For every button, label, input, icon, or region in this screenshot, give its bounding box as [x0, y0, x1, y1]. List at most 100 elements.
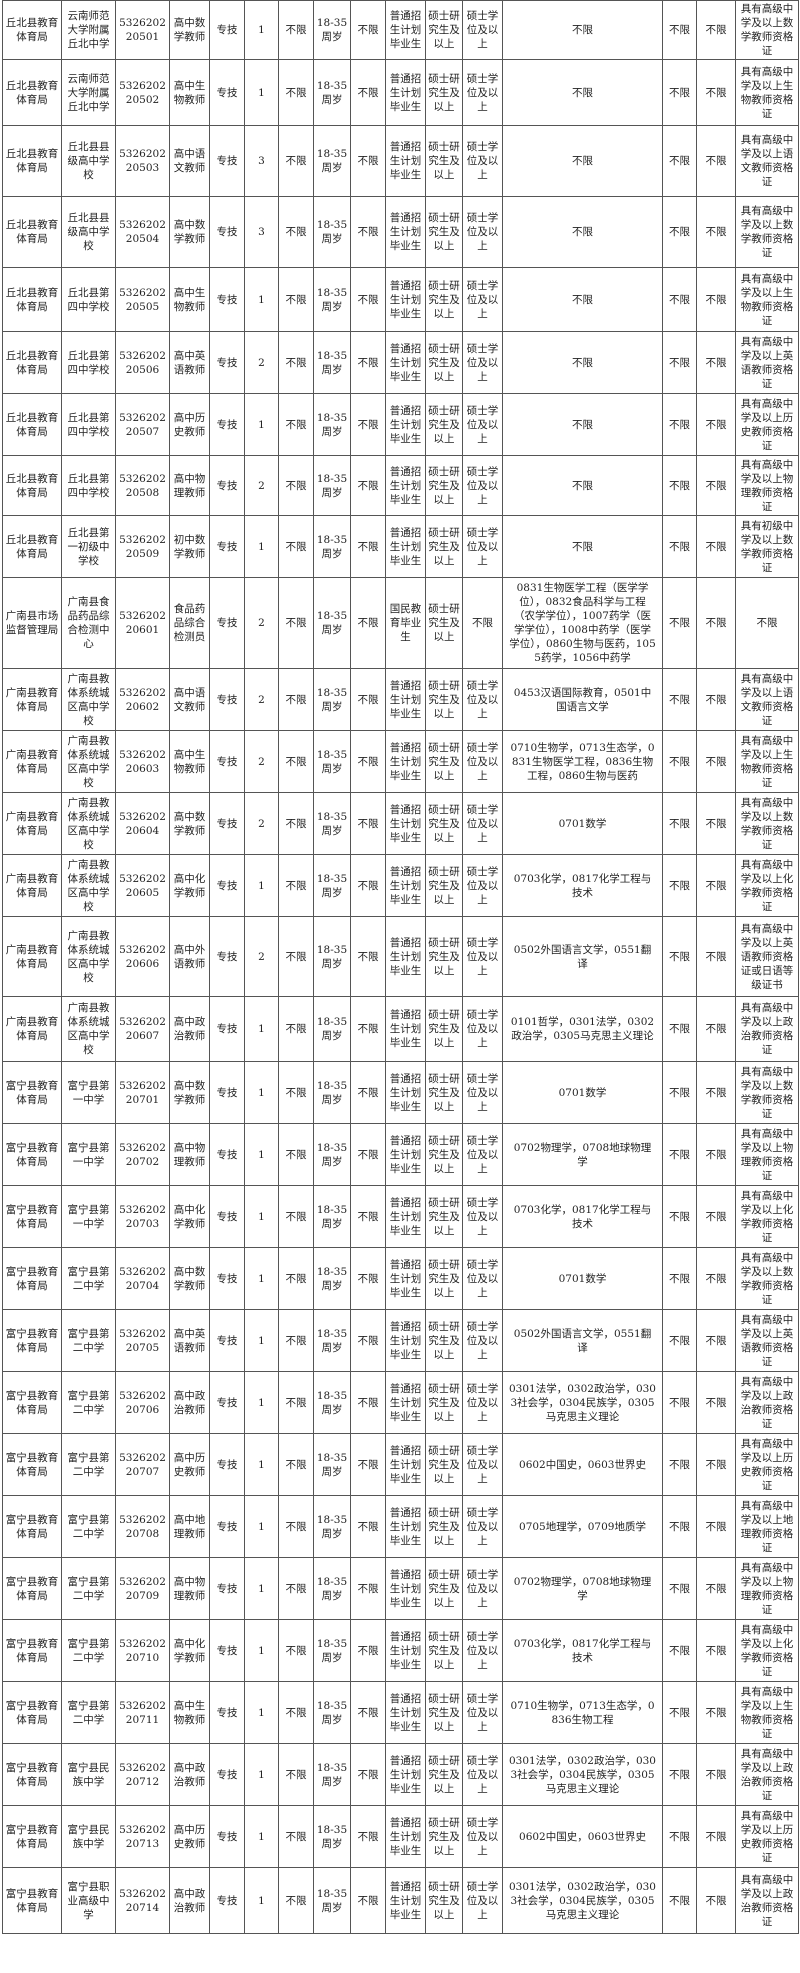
department: 丘北县教育体育局 [2, 0, 62, 60]
unit: 富宁县民族中学 [61, 1805, 116, 1868]
post-type: 专技 [209, 196, 245, 268]
post-type: 专技 [209, 1371, 245, 1434]
source: 普通招生计划毕业生 [385, 1309, 426, 1372]
political-status: 不限 [350, 1371, 386, 1434]
degree: 硕士学位及以上 [462, 1619, 503, 1682]
political-status: 不限 [350, 1805, 386, 1868]
age: 18-35周岁 [313, 1619, 351, 1682]
political-status: 不限 [350, 196, 386, 268]
post-name: 高中数学教师 [169, 1247, 210, 1310]
education: 硕士研究生及以上 [425, 59, 463, 126]
table-row: 丘北县教育体育局 丘北县县级高中学校 532620220504 高中数学教师 专技 3 不限… [2, 196, 799, 268]
unit: 富宁县第一中学 [61, 1123, 116, 1186]
gender: 不限 [662, 854, 697, 917]
unit: 广南县教体系统城区高中学校 [61, 668, 116, 731]
certificate: 具有高级中学及以上生物教师资格证 [735, 730, 799, 793]
post-code: 532620220604 [115, 792, 170, 855]
table-row: 广南县教育体育局 广南县教体系统城区高中学校 532620220604 高中数学教师专… [2, 792, 799, 855]
gender: 不限 [662, 455, 697, 516]
headcount: 1 [244, 1371, 279, 1434]
ethnicity: 不限 [278, 1867, 314, 1934]
degree: 硕士学位及以上 [462, 916, 503, 997]
table-row: 丘北县教育体育局 云南师范大学附属丘北中学 532620220501 高中数学教师 专技… [2, 0, 799, 60]
department: 广南县教育体育局 [2, 996, 62, 1062]
ethnicity: 不限 [278, 730, 314, 793]
headcount: 2 [244, 730, 279, 793]
post-type: 专技 [209, 1185, 245, 1248]
political-status: 不限 [350, 0, 386, 60]
post-name: 高中化学教师 [169, 1185, 210, 1248]
post-type: 专技 [209, 1123, 245, 1186]
table-row: 广南县教育体育局 广南县教体系统城区高中学校 532620220602 高中语文教师专… [2, 668, 799, 731]
department: 富宁县教育体育局 [2, 1681, 62, 1744]
ethnicity: 不限 [278, 1433, 314, 1496]
political-status: 不限 [350, 577, 386, 669]
table-row: 富宁县教育体育局 富宁县第二中学 532620220704 高中数学教师 专技 1 不限 18… [2, 1247, 799, 1310]
degree: 硕士学位及以上 [462, 668, 503, 731]
department: 丘北县教育体育局 [2, 125, 62, 197]
education: 硕士研究生及以上 [425, 455, 463, 516]
department: 富宁县教育体育局 [2, 1619, 62, 1682]
degree: 硕士学位及以上 [462, 730, 503, 793]
table-row: 富宁县教育体育局 富宁县第二中学 532620220710 高中化学教师 专技 1 不限 18… [2, 1619, 799, 1682]
unit: 广南县教体系统城区高中学校 [61, 792, 116, 855]
degree: 硕士学位及以上 [462, 1309, 503, 1372]
certificate: 具有高级中学及以上生物教师资格证 [735, 59, 799, 126]
age: 18-35周岁 [313, 854, 351, 917]
education: 硕士研究生及以上 [425, 1619, 463, 1682]
post-name: 高中语文教师 [169, 125, 210, 197]
department: 广南县市场监督管理局 [2, 577, 62, 669]
education: 硕士研究生及以上 [425, 854, 463, 917]
age: 18-35周岁 [313, 1123, 351, 1186]
post-type: 专技 [209, 267, 245, 332]
source: 普通招生计划毕业生 [385, 916, 426, 997]
table-row: 广南县教育体育局 广南县教体系统城区高中学校 532620220605 高中化学教师专… [2, 854, 799, 917]
ethnicity: 不限 [278, 916, 314, 997]
source: 普通招生计划毕业生 [385, 730, 426, 793]
headcount: 1 [244, 1681, 279, 1744]
unit: 云南师范大学附属丘北中学 [61, 59, 116, 126]
degree: 硕士学位及以上 [462, 125, 503, 197]
gender: 不限 [662, 1433, 697, 1496]
education: 硕士研究生及以上 [425, 125, 463, 197]
certificate: 具有高级中学及以上化学教师资格证 [735, 854, 799, 917]
source: 普通招生计划毕业生 [385, 854, 426, 917]
department: 丘北县教育体育局 [2, 196, 62, 268]
gender: 不限 [662, 996, 697, 1062]
department: 广南县教育体育局 [2, 730, 62, 793]
post-type: 专技 [209, 1495, 245, 1558]
gender: 不限 [662, 1619, 697, 1682]
certificate: 具有高级中学及以上数学教师资格证 [735, 1247, 799, 1310]
other: 不限 [696, 1185, 736, 1248]
age: 18-35周岁 [313, 1433, 351, 1496]
post-name: 高中数学教师 [169, 792, 210, 855]
age: 18-35周岁 [313, 393, 351, 456]
department: 广南县教育体育局 [2, 792, 62, 855]
source: 普通招生计划毕业生 [385, 1495, 426, 1558]
age: 18-35周岁 [313, 125, 351, 197]
certificate: 具有高级中学及以上英语教师资格证 [735, 1309, 799, 1372]
education: 硕士研究生及以上 [425, 1061, 463, 1124]
post-code: 532620220504 [115, 196, 170, 268]
degree: 硕士学位及以上 [462, 515, 503, 578]
certificate: 具有高级中学及以上数学教师资格证 [735, 1061, 799, 1124]
certificate: 具有高级中学及以上历史教师资格证 [735, 1805, 799, 1868]
political-status: 不限 [350, 1185, 386, 1248]
certificate: 具有高级中学及以上政治教师资格证 [735, 1371, 799, 1434]
education: 硕士研究生及以上 [425, 1123, 463, 1186]
headcount: 1 [244, 1805, 279, 1868]
headcount: 1 [244, 854, 279, 917]
degree: 硕士学位及以上 [462, 854, 503, 917]
unit: 富宁县第二中学 [61, 1433, 116, 1496]
education: 硕士研究生及以上 [425, 1185, 463, 1248]
political-status: 不限 [350, 1743, 386, 1806]
political-status: 不限 [350, 792, 386, 855]
education: 硕士研究生及以上 [425, 196, 463, 268]
gender: 不限 [662, 1495, 697, 1558]
source: 普通招生计划毕业生 [385, 1619, 426, 1682]
gender: 不限 [662, 393, 697, 456]
major: 不限 [502, 267, 663, 332]
headcount: 2 [244, 331, 279, 394]
headcount: 1 [244, 59, 279, 126]
certificate: 具有高级中学及以上英语教师资格证 [735, 331, 799, 394]
